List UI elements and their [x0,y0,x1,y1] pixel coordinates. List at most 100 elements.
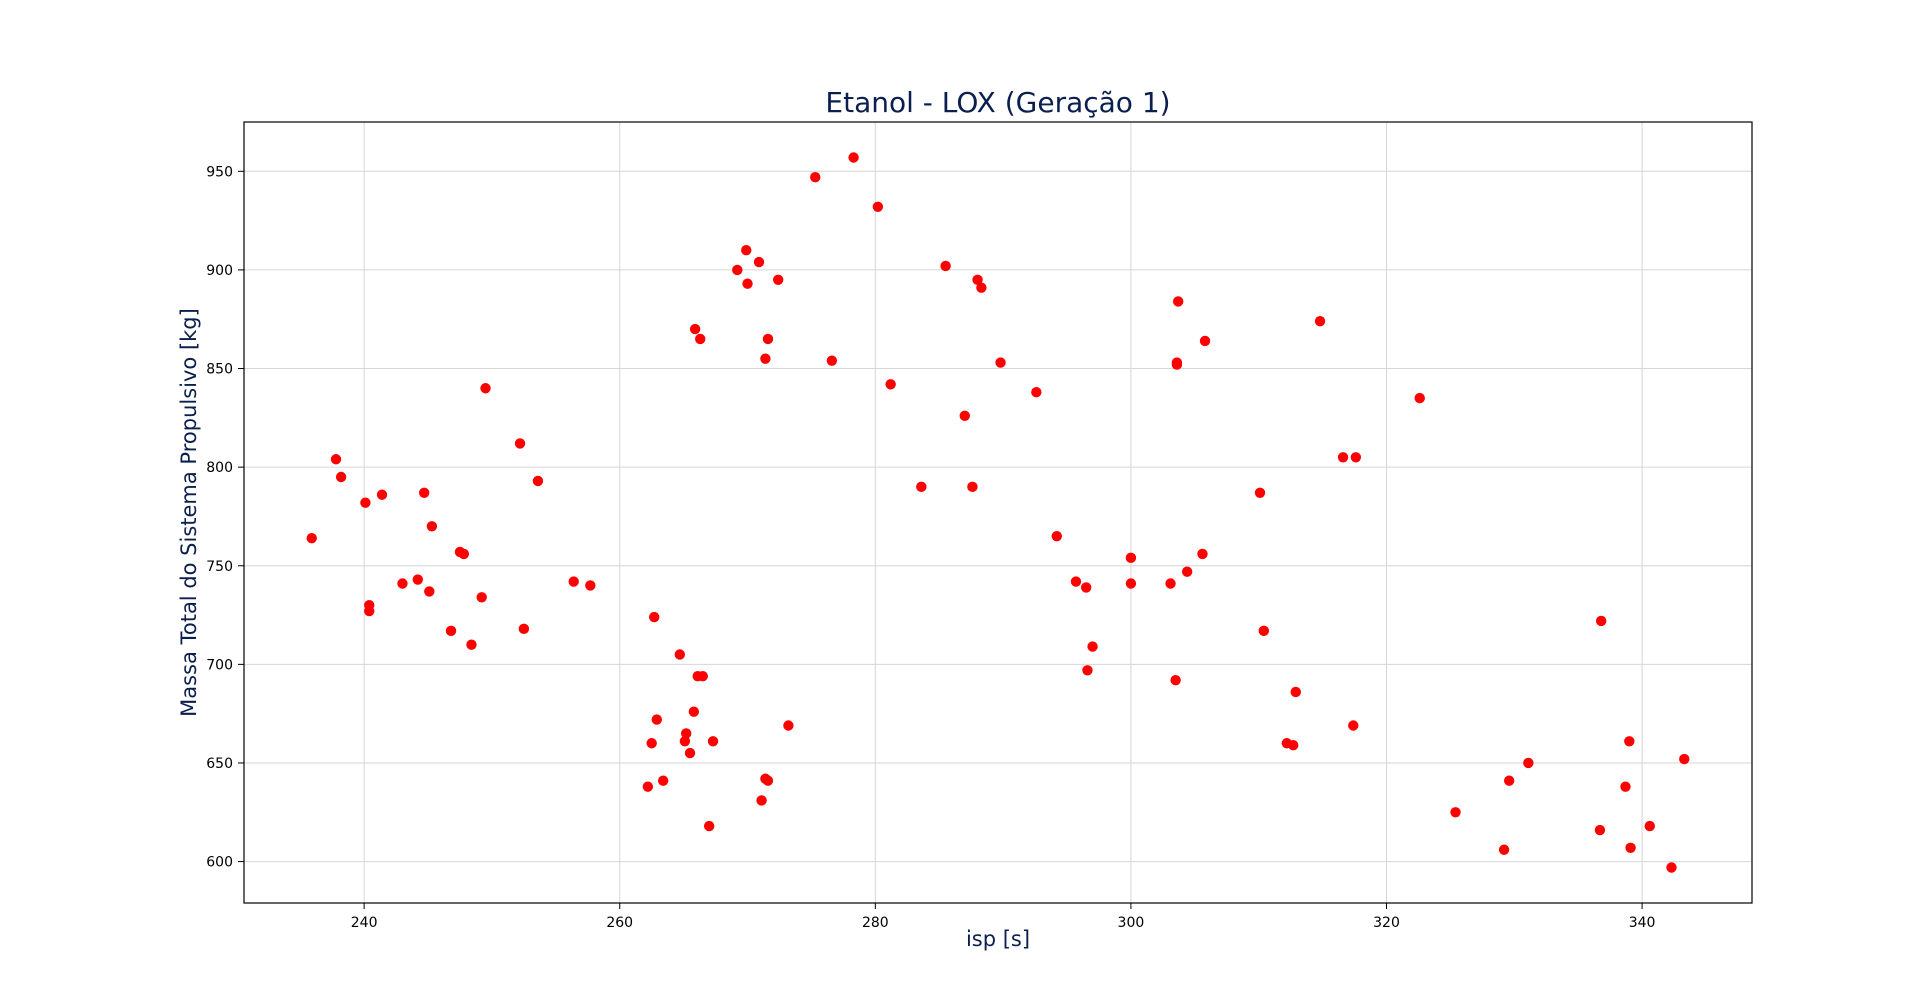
data-point [330,454,342,465]
data-point [364,605,375,617]
data-point [762,333,774,345]
data-point [741,244,752,256]
data-point [585,580,596,591]
data-point [742,278,753,289]
data-point [480,383,491,394]
data-point [1314,315,1326,327]
data-point [360,497,371,508]
data-point [1181,566,1193,577]
data-point [680,728,692,739]
data-point [1644,820,1655,832]
x-axis-label: isp [s] [966,927,1030,951]
y-tick-label: 600 [206,855,233,871]
data-point [1523,757,1534,769]
data-point [756,795,767,806]
data-point [760,353,771,364]
data-point [426,521,438,532]
x-tick-label: 300 [1118,915,1145,931]
y-tick-label: 950 [206,164,233,180]
data-point [679,736,691,747]
data-point [872,201,884,213]
data-point [967,481,978,493]
data-point [674,649,685,660]
data-point [418,487,430,498]
data-point [1170,674,1181,686]
y-tick-label: 800 [206,460,233,476]
data-point [1031,386,1042,398]
data-point [1414,392,1425,404]
data-point [306,532,317,544]
data-point [649,611,660,623]
data-point [1070,576,1082,587]
data-point [1082,665,1093,676]
data-point [753,256,765,268]
data-point [848,152,859,163]
data-point [1258,625,1270,637]
data-point [688,706,700,717]
data-point [1350,452,1362,463]
plot-frame [243,121,1753,904]
data-point [1197,548,1208,560]
data-point [1596,615,1607,627]
data-point [1450,807,1461,818]
data-point [995,357,1006,368]
y-tick-label: 850 [206,362,233,378]
data-point [1199,335,1211,347]
data-point [1290,686,1301,698]
data-point [1503,775,1515,786]
data-point [514,438,526,449]
data-point [732,264,743,276]
x-tick-label: 340 [1629,915,1656,931]
data-point [657,775,669,786]
data-point [826,355,838,366]
data-point [476,592,487,603]
data-point [976,282,987,293]
data-point [1625,842,1636,853]
data-point [1125,578,1137,589]
data-point [1666,862,1677,873]
x-tick-label: 320 [1373,915,1400,931]
data-point [697,670,708,682]
points-layer [306,152,1690,873]
data-point [695,333,706,345]
data-point [772,274,784,285]
chart-title: Etanol - LOX (Geração 1) [825,86,1170,119]
data-point [1172,296,1184,307]
data-point [762,775,774,786]
x-tick-label: 240 [351,915,378,931]
data-point [376,489,388,500]
data-point [1171,357,1183,368]
y-tick-label: 700 [206,657,233,673]
data-point [703,820,715,832]
data-point [783,720,794,731]
data-point [458,548,470,560]
data-point [651,714,662,725]
data-point [1620,781,1631,792]
data-point [1679,753,1690,765]
y-tick-label: 900 [206,263,233,279]
data-point [518,623,530,635]
data-point [1080,582,1092,593]
data-point [689,323,701,335]
data-point [445,625,457,637]
data-point [1165,578,1176,589]
data-point [1624,736,1635,747]
data-point [972,274,983,285]
data-point [532,475,544,487]
data-point [916,481,927,493]
data-point [642,781,654,792]
data-point [397,578,408,589]
data-point [959,410,970,422]
data-point [424,586,435,597]
data-point [1498,844,1510,855]
data-point [707,736,719,747]
data-point [466,639,477,650]
data-point [412,574,424,585]
data-point [1288,740,1299,751]
x-tick-label: 260 [606,915,633,931]
data-point [1337,452,1349,463]
data-point [1087,641,1098,652]
data-point [568,576,579,587]
data-point [335,471,347,483]
